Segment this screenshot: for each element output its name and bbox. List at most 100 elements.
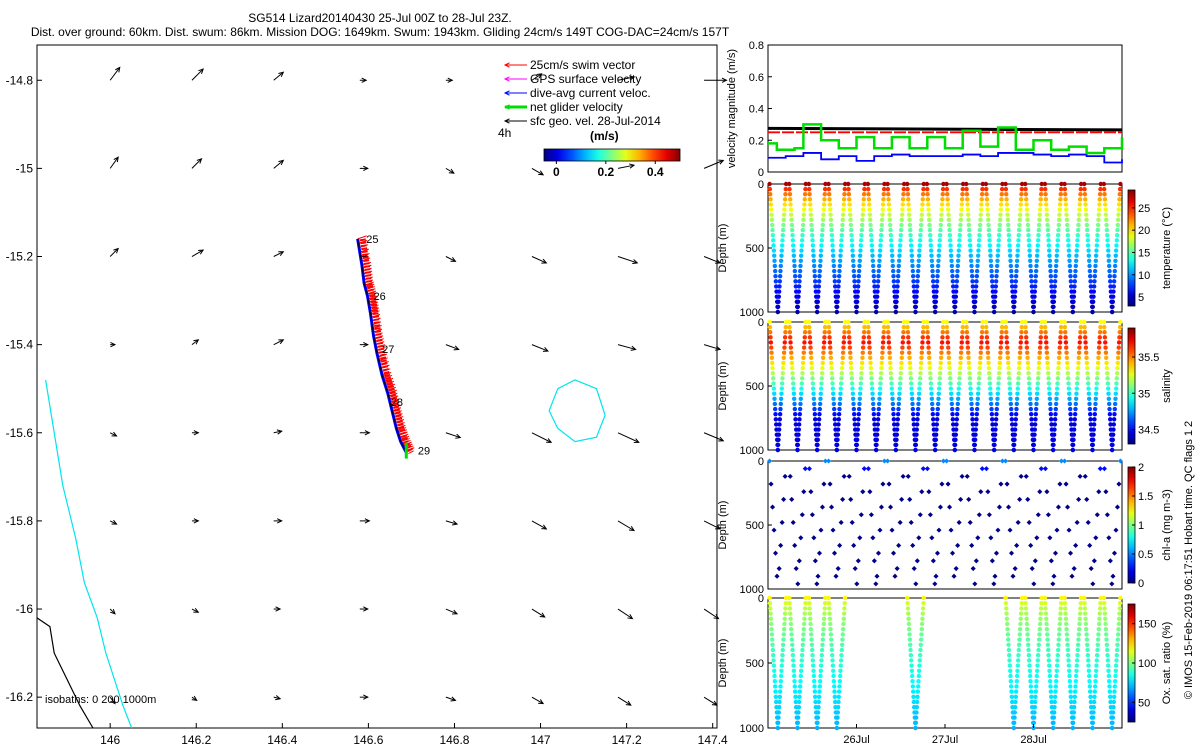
salinity-data-point — [967, 371, 972, 376]
temperature-data-point — [801, 207, 807, 212]
temperature-data-point — [905, 192, 911, 197]
oxygen-data-point — [834, 725, 840, 731]
swim-vector — [370, 313, 381, 318]
temperature-data-point — [1038, 197, 1043, 202]
salinity-data-point — [1076, 360, 1081, 366]
chla-data-point — [772, 550, 779, 556]
salinity-data-point — [932, 447, 938, 453]
salinity-data-point — [893, 447, 899, 453]
swim-vector — [376, 349, 387, 354]
temperature-data-point — [887, 212, 892, 217]
oxygen-data-point — [830, 668, 836, 673]
oxygen-data-point — [921, 595, 926, 601]
swim-vector — [375, 344, 386, 349]
temperature-data-point — [1105, 238, 1110, 243]
oxygen-data-point — [1083, 616, 1088, 621]
salinity-data-point — [984, 330, 989, 335]
temperature-data-point — [968, 243, 973, 248]
temperature-data-point — [1047, 248, 1052, 253]
salinity-data-point — [937, 371, 943, 376]
oxygen-data-point — [1085, 647, 1090, 653]
salinity-data-point — [1014, 406, 1019, 412]
temperature-data-point — [916, 263, 921, 269]
temperature-data-point — [881, 192, 886, 197]
oxygen-colorbar-tick-label: 100 — [1138, 658, 1156, 670]
salinity-data-point — [1053, 401, 1059, 407]
chla-data-point — [841, 473, 847, 479]
salinity-data-point — [855, 422, 861, 427]
temperature-data-point — [1109, 309, 1115, 315]
temperature-data-point — [1103, 212, 1109, 217]
salinity-data-point — [1054, 396, 1059, 401]
salinity-data-point — [767, 324, 773, 330]
chla-data-point — [1014, 542, 1020, 549]
geo-vector — [109, 67, 121, 81]
salinity-data-point — [1019, 319, 1025, 325]
salinity-data-point — [1023, 319, 1028, 325]
temperature-data-point — [940, 192, 945, 197]
salinity-data-point — [1111, 427, 1116, 432]
geo-vector-head — [115, 66, 121, 73]
oxygen-data-point — [803, 595, 808, 601]
temperature-data-point — [822, 186, 828, 192]
salinity-data-point — [973, 427, 979, 432]
oxygen-data-point — [1084, 632, 1089, 637]
temperature-data-point — [949, 268, 955, 274]
temperature-data-point — [1009, 273, 1014, 279]
temperature-data-point — [791, 258, 797, 263]
temperature-data-point — [930, 268, 935, 274]
salinity-colorbar-tick-label: 35.5 — [1138, 352, 1159, 364]
salinity-data-point — [1092, 417, 1097, 422]
salinity-data-point — [968, 386, 973, 391]
temperature-data-point — [797, 268, 803, 274]
salinity-data-point — [831, 401, 837, 407]
temperature-data-point — [841, 202, 846, 207]
salinity-data-point — [992, 442, 997, 448]
salinity-data-point — [801, 355, 806, 361]
temperature-data-point — [1083, 207, 1089, 212]
oxygen-data-point — [1017, 632, 1022, 637]
salinity-data-point — [978, 350, 983, 355]
salinity-data-point — [1026, 365, 1031, 371]
temperature-data-point — [1017, 217, 1022, 223]
temperature-data-point — [999, 192, 1004, 197]
swim-vector — [394, 416, 404, 421]
temperature-colorbar-tick-label: 10 — [1138, 270, 1150, 282]
salinity-data-point — [1011, 442, 1017, 448]
swim-vector — [383, 377, 394, 382]
oxygen-data-point — [826, 595, 831, 601]
oxygen-data-point — [838, 668, 843, 673]
salinity-data-point — [1088, 417, 1093, 422]
salinity-data-point — [809, 355, 814, 361]
geo-vector-head — [538, 170, 545, 176]
temperature-data-point — [875, 284, 881, 289]
chla-data-point — [1090, 581, 1096, 587]
salinity-data-point — [1027, 396, 1033, 401]
temperature-data-point — [996, 238, 1001, 243]
oxygen-data-point — [1068, 699, 1074, 705]
chla-data-point — [908, 519, 914, 525]
temperature-data-point — [773, 279, 779, 284]
oxygen-data-point — [1095, 637, 1101, 642]
salinity-data-point — [947, 365, 952, 371]
temperature-data-point — [1057, 207, 1062, 212]
geo-vector-head — [198, 68, 204, 74]
oxygen-data-point — [1103, 621, 1108, 627]
salinity-data-point — [1087, 406, 1093, 412]
temperature-data-point — [869, 238, 874, 243]
temperature-data-point — [811, 253, 816, 258]
chla-data-point — [888, 504, 894, 510]
map-x-tick-label: 147 — [531, 733, 551, 747]
salinity-data-point — [780, 371, 785, 376]
swim-vector-track — [359, 238, 414, 454]
salinity-data-point — [907, 350, 912, 355]
temperature-data-point — [854, 304, 860, 310]
temperature-data-point — [831, 258, 836, 263]
temperature-data-point — [1070, 309, 1076, 315]
salinity-data-point — [799, 376, 805, 381]
temperature-data-point — [972, 304, 978, 310]
temperature-data-point — [973, 284, 979, 289]
salinity-data-point — [908, 365, 913, 371]
chla-data-point — [932, 581, 938, 587]
legend-swatch-head — [503, 76, 510, 82]
